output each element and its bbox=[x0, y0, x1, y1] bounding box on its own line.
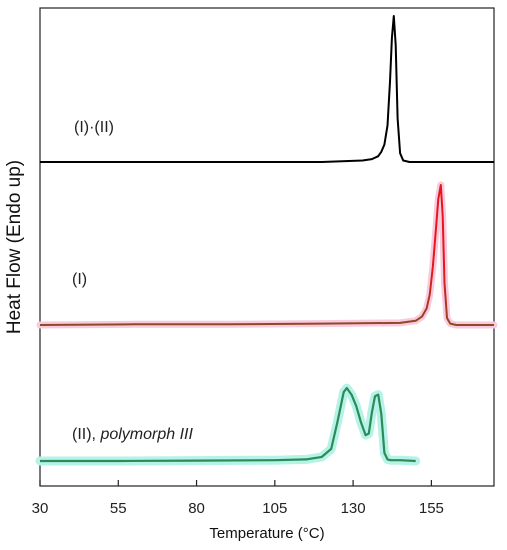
series-label-2: (I) bbox=[72, 271, 87, 288]
series-line-3 bbox=[40, 387, 416, 463]
series-label-3-italic: polymorph III bbox=[99, 426, 193, 443]
series-lines bbox=[39, 15, 494, 463]
x-tick-label: 130 bbox=[341, 500, 366, 517]
y-axis-title: Heat Flow (Endo up) bbox=[4, 160, 25, 334]
x-tick-label: 55 bbox=[110, 500, 127, 517]
x-tick-label: 155 bbox=[419, 500, 444, 517]
plot-frame bbox=[39, 7, 495, 487]
x-tick-label: 80 bbox=[188, 500, 205, 517]
series-2-glow bbox=[36, 181, 498, 329]
x-axis-ticks: 30 55 80 105 130 155 bbox=[32, 480, 444, 517]
series-label-3-plain: (II), bbox=[72, 426, 100, 443]
series-label-3: (II), polymorph III bbox=[72, 426, 193, 443]
series-line-1 bbox=[40, 15, 494, 163]
x-axis-title: Temperature (°C) bbox=[209, 525, 324, 542]
x-tick-label: 30 bbox=[32, 500, 49, 517]
series-label-1: (I)·(II) bbox=[74, 119, 114, 136]
series-glows bbox=[35, 181, 498, 466]
series-3-glow bbox=[35, 383, 421, 466]
series-line-2 bbox=[39, 184, 494, 326]
x-tick-label: 105 bbox=[262, 500, 287, 517]
